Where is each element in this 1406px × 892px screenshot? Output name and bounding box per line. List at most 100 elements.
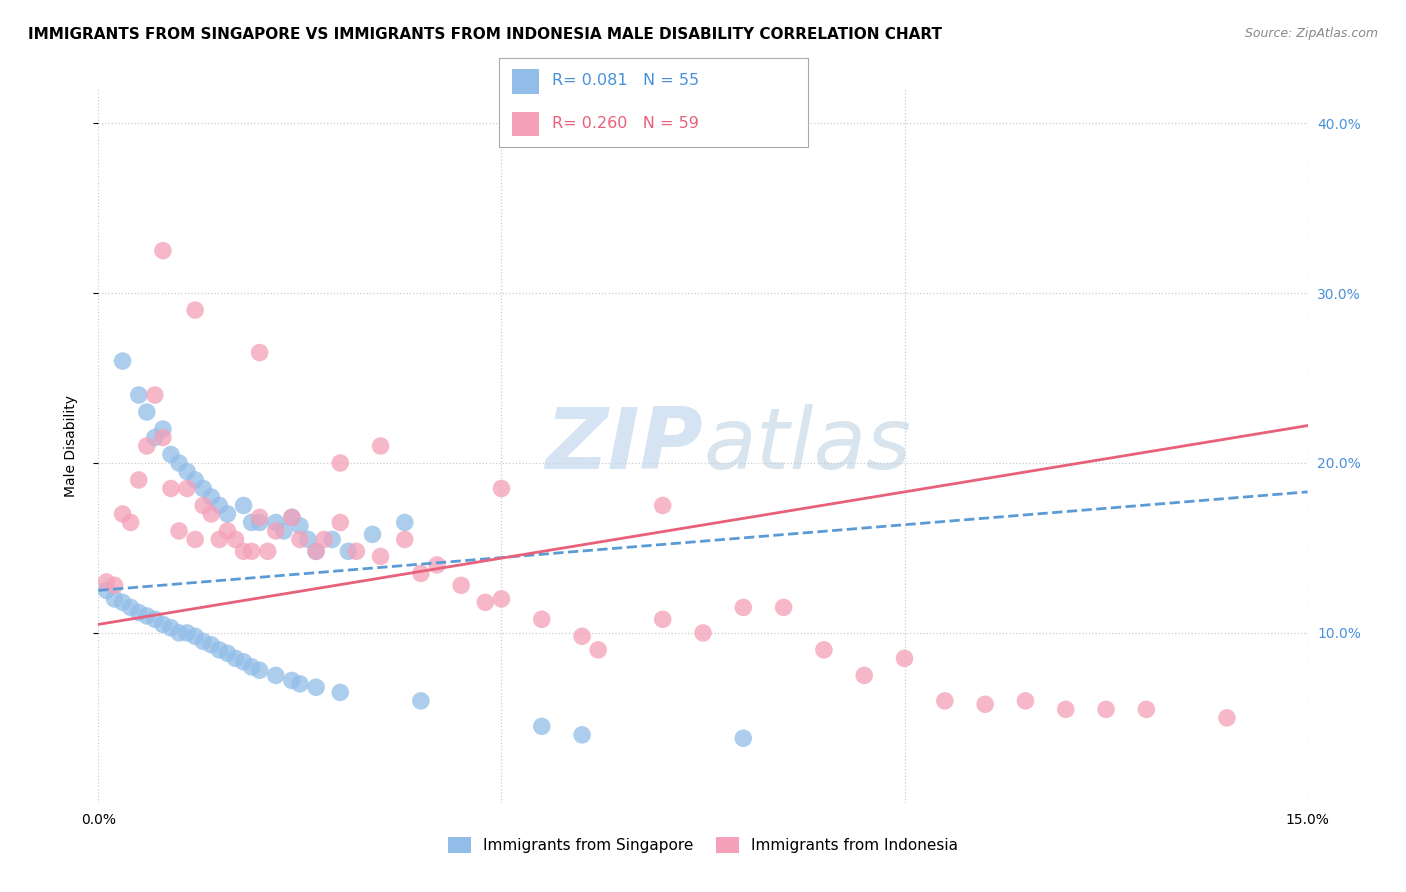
Point — [651, 499, 673, 513]
Point — [733, 600, 755, 615]
Point — [314, 533, 336, 547]
Point — [200, 490, 222, 504]
Text: atlas: atlas — [703, 404, 911, 488]
Point — [160, 482, 183, 496]
Point — [491, 591, 513, 606]
Point — [224, 533, 246, 547]
Point — [813, 643, 835, 657]
Point — [143, 388, 166, 402]
Point — [249, 516, 271, 530]
Point — [530, 612, 553, 626]
Point — [692, 626, 714, 640]
Point — [344, 544, 367, 558]
Point — [1095, 702, 1118, 716]
Point — [281, 510, 304, 524]
Point — [281, 510, 304, 524]
Point — [111, 354, 134, 368]
Point — [450, 578, 472, 592]
Point — [571, 629, 593, 643]
Point — [974, 698, 997, 712]
Point — [120, 516, 142, 530]
Point — [160, 448, 183, 462]
Point — [288, 519, 311, 533]
Point — [128, 473, 150, 487]
Point — [288, 677, 311, 691]
Point — [249, 510, 271, 524]
Point — [176, 626, 198, 640]
Point — [167, 456, 190, 470]
FancyBboxPatch shape — [512, 69, 540, 94]
Point — [772, 600, 794, 615]
Point — [853, 668, 876, 682]
Point — [329, 516, 352, 530]
Point — [111, 595, 134, 609]
Point — [651, 612, 673, 626]
Point — [394, 533, 416, 547]
Point — [232, 544, 254, 558]
Point — [200, 507, 222, 521]
Point — [160, 621, 183, 635]
Point — [152, 422, 174, 436]
Point — [934, 694, 956, 708]
Point — [240, 516, 263, 530]
Point — [321, 533, 343, 547]
Point — [193, 634, 215, 648]
Point — [264, 516, 287, 530]
Point — [273, 524, 295, 538]
Point — [1014, 694, 1036, 708]
Point — [96, 574, 118, 589]
Point — [491, 482, 513, 496]
Text: R= 0.081   N = 55: R= 0.081 N = 55 — [551, 73, 699, 88]
Point — [176, 482, 198, 496]
Point — [128, 606, 150, 620]
Point — [135, 439, 157, 453]
Point — [217, 646, 239, 660]
Point — [217, 507, 239, 521]
Point — [409, 566, 432, 581]
Point — [281, 673, 304, 688]
Point — [571, 728, 593, 742]
Point — [1135, 702, 1157, 716]
Point — [224, 651, 246, 665]
Point — [394, 516, 416, 530]
Point — [249, 345, 271, 359]
Point — [1054, 702, 1077, 716]
Point — [184, 533, 207, 547]
Point — [426, 558, 449, 572]
Point — [143, 430, 166, 444]
Point — [232, 499, 254, 513]
Point — [530, 719, 553, 733]
Point — [305, 544, 328, 558]
Point — [586, 643, 609, 657]
Point — [217, 524, 239, 538]
Point — [135, 608, 157, 623]
Point — [193, 499, 215, 513]
Point — [111, 507, 134, 521]
Point — [208, 533, 231, 547]
Point — [297, 533, 319, 547]
Point — [288, 533, 311, 547]
Point — [232, 655, 254, 669]
Text: Source: ZipAtlas.com: Source: ZipAtlas.com — [1244, 27, 1378, 40]
Point — [893, 651, 915, 665]
Point — [256, 544, 278, 558]
Point — [474, 595, 496, 609]
Point — [96, 583, 118, 598]
Point — [305, 680, 328, 694]
Text: R= 0.260   N = 59: R= 0.260 N = 59 — [551, 116, 699, 131]
Point — [152, 244, 174, 258]
Text: ZIP: ZIP — [546, 404, 703, 488]
Point — [264, 524, 287, 538]
Point — [370, 549, 392, 564]
Point — [176, 465, 198, 479]
Point — [184, 629, 207, 643]
Point — [249, 663, 271, 677]
Point — [733, 731, 755, 746]
Point — [193, 482, 215, 496]
Point — [240, 544, 263, 558]
Legend: Immigrants from Singapore, Immigrants from Indonesia: Immigrants from Singapore, Immigrants fr… — [441, 831, 965, 859]
Point — [361, 527, 384, 541]
Point — [305, 544, 328, 558]
Point — [167, 524, 190, 538]
Point — [200, 638, 222, 652]
